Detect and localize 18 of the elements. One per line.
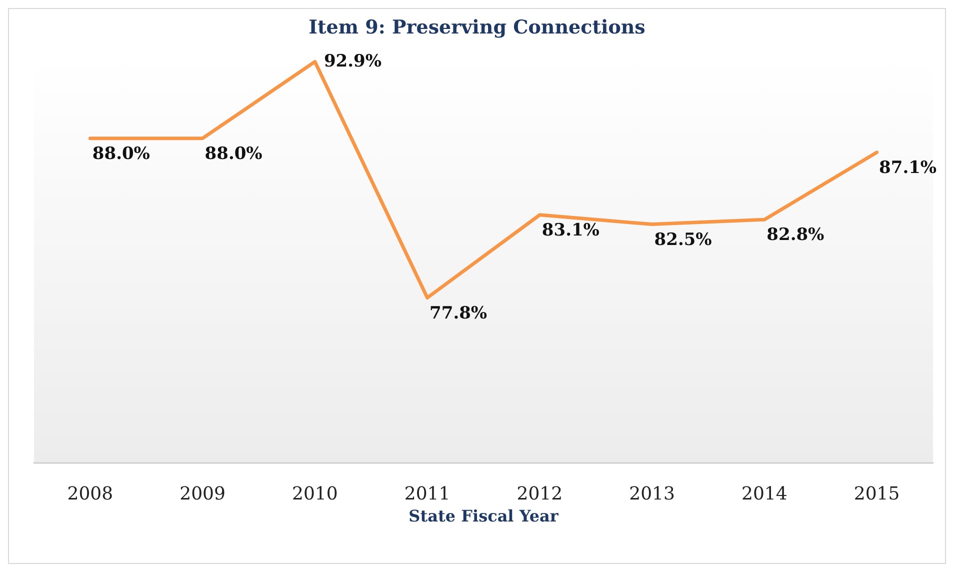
x-tick-label: 2010 [292,484,338,504]
data-label: 87.1% [879,158,937,178]
x-tick-label: 2014 [742,484,788,504]
data-label: 83.1% [542,220,600,240]
data-label: 88.0% [204,144,262,164]
data-label: 92.9% [324,52,382,72]
data-label: 77.8% [430,303,488,324]
chart-title: Item 9: Preserving Connections [308,16,646,38]
x-tick-label: 2012 [516,484,563,504]
x-tick-label: 2008 [67,484,114,504]
data-label: 88.0% [92,144,150,164]
x-tick-label: 2015 [854,484,900,504]
x-tick-label: 2009 [180,484,226,504]
x-tick-label: 2013 [629,484,675,504]
data-label: 82.8% [766,225,824,246]
data-label: 82.5% [654,230,712,250]
x-tick-label: 2011 [404,484,450,504]
x-axis-title: State Fiscal Year [408,506,559,526]
